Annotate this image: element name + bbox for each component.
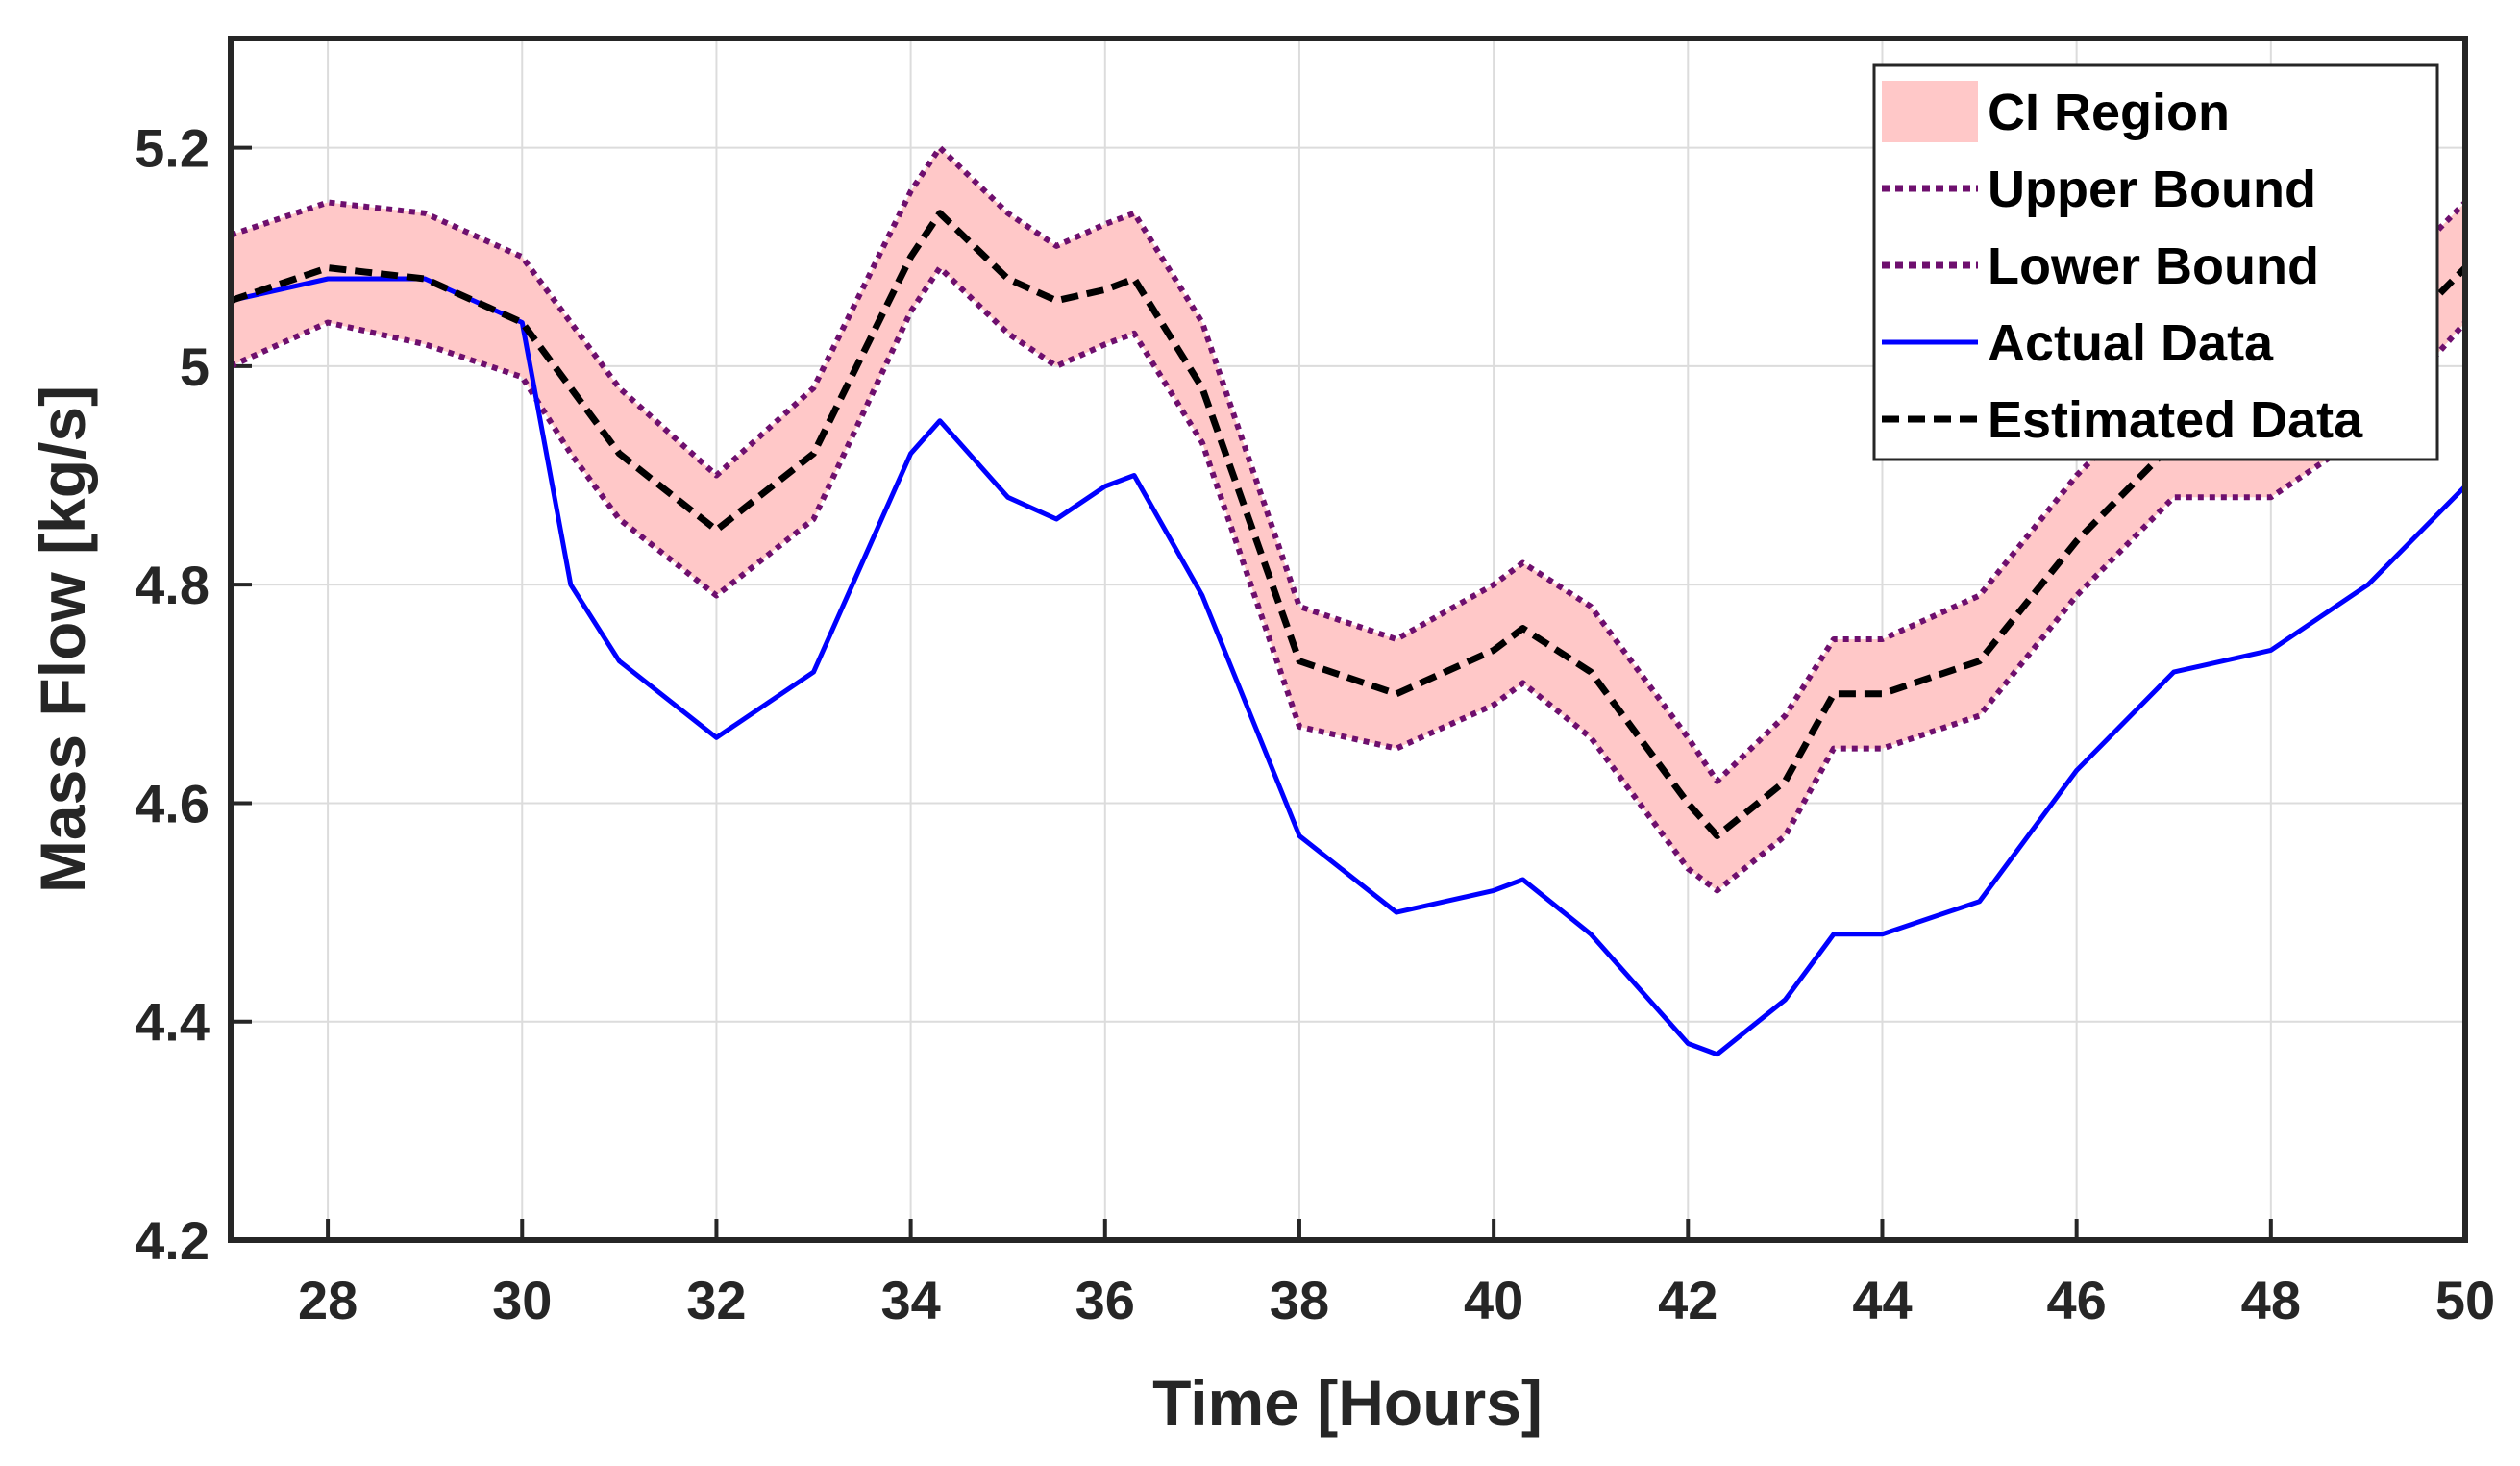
x-tick-label: 28 <box>298 1270 358 1330</box>
x-tick-label: 36 <box>1075 1270 1135 1330</box>
y-tick-label: 5 <box>180 336 210 397</box>
x-tick-label: 50 <box>2435 1270 2495 1330</box>
x-tick-label: 30 <box>492 1270 552 1330</box>
x-tick-label: 44 <box>1852 1270 1912 1330</box>
ci-region-area <box>231 147 2465 891</box>
x-tick-label: 46 <box>2047 1270 2107 1330</box>
x-tick-label: 40 <box>1464 1270 1523 1330</box>
series-lower-bound-line <box>229 264 2468 894</box>
y-tick-label: 4.8 <box>135 555 210 615</box>
legend-label-actual-data: Actual Data <box>1988 314 2274 372</box>
legend: CI Region Upper Bound Lower Bound Actual Da… <box>1872 63 2439 461</box>
x-axis-title: Time [Hours] <box>1152 1367 1543 1438</box>
x-tick-label: 32 <box>686 1270 746 1330</box>
series-layer <box>229 144 2468 1057</box>
series-estimated-data-line <box>229 210 2468 839</box>
y-axis-title: Mass Flow [kg/s] <box>27 385 98 893</box>
tick-labels: 28 30 32 34 36 38 40 42 44 46 48 50 4.2 4.4 4.6 4.8 5 5.2 <box>135 118 2495 1330</box>
y-tick-label: 4.2 <box>135 1210 210 1271</box>
y-tick-label: 5.2 <box>135 118 210 179</box>
y-tick-label: 4.4 <box>135 992 210 1053</box>
legend-label-upper-bound: Upper Bound <box>1988 161 2316 218</box>
series-actual-data-line <box>230 276 2467 1057</box>
legend-label-lower-bound: Lower Bound <box>1988 237 2319 295</box>
x-tick-label: 34 <box>880 1270 940 1330</box>
legend-swatch-ci-region <box>1882 81 1978 142</box>
x-tick-label: 38 <box>1270 1270 1329 1330</box>
ci-region-layer <box>231 147 2465 891</box>
x-tick-label: 42 <box>1658 1270 1717 1330</box>
legend-label-estimated-data: Estimated Data <box>1988 391 2363 449</box>
x-tick-label: 48 <box>2241 1270 2301 1330</box>
legend-label-ci-region: CI Region <box>1988 84 2230 141</box>
plot-border <box>228 36 2468 1243</box>
y-tick-label: 4.6 <box>135 773 210 833</box>
